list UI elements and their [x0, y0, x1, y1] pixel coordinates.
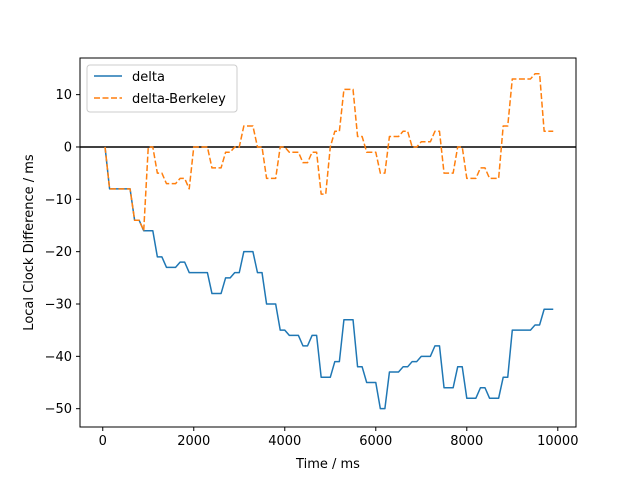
x-tick-label: 2000: [177, 434, 210, 449]
x-tick-label: 6000: [359, 434, 392, 449]
y-tick-label: 10: [55, 88, 72, 103]
series-line-delta: [104, 146, 554, 410]
y-axis-ticks: −50 −40 −30 −20 −10 0 10: [45, 88, 80, 417]
y-tick-label: −20: [45, 245, 72, 260]
plot-area: [80, 58, 576, 427]
legend-label-delta: delta: [132, 70, 165, 85]
y-tick-label: −30: [45, 298, 72, 313]
legend: delta delta-Berkeley: [86, 64, 238, 113]
series-line-delta-berkeley: [104, 72, 554, 232]
legend-label-delta-berkeley: delta-Berkeley: [132, 92, 226, 107]
series-lines: [104, 72, 554, 410]
y-tick-label: −50: [45, 402, 72, 417]
y-tick-label: −40: [45, 350, 72, 365]
x-tick-label: 10000: [537, 434, 578, 449]
legend-box: [86, 64, 238, 113]
y-axis-label: Local Clock Difference / ms: [22, 154, 37, 331]
x-axis-ticks: 0 2000 4000 6000 8000 10000: [99, 427, 578, 449]
plot-frame: [79, 57, 577, 428]
x-tick-label: 8000: [450, 434, 483, 449]
x-tick-label: 0: [99, 434, 107, 449]
y-tick-label: −10: [45, 193, 72, 208]
y-tick-label: 0: [64, 140, 72, 155]
x-axis-label: Time / ms: [295, 457, 360, 472]
x-tick-label: 4000: [268, 434, 301, 449]
